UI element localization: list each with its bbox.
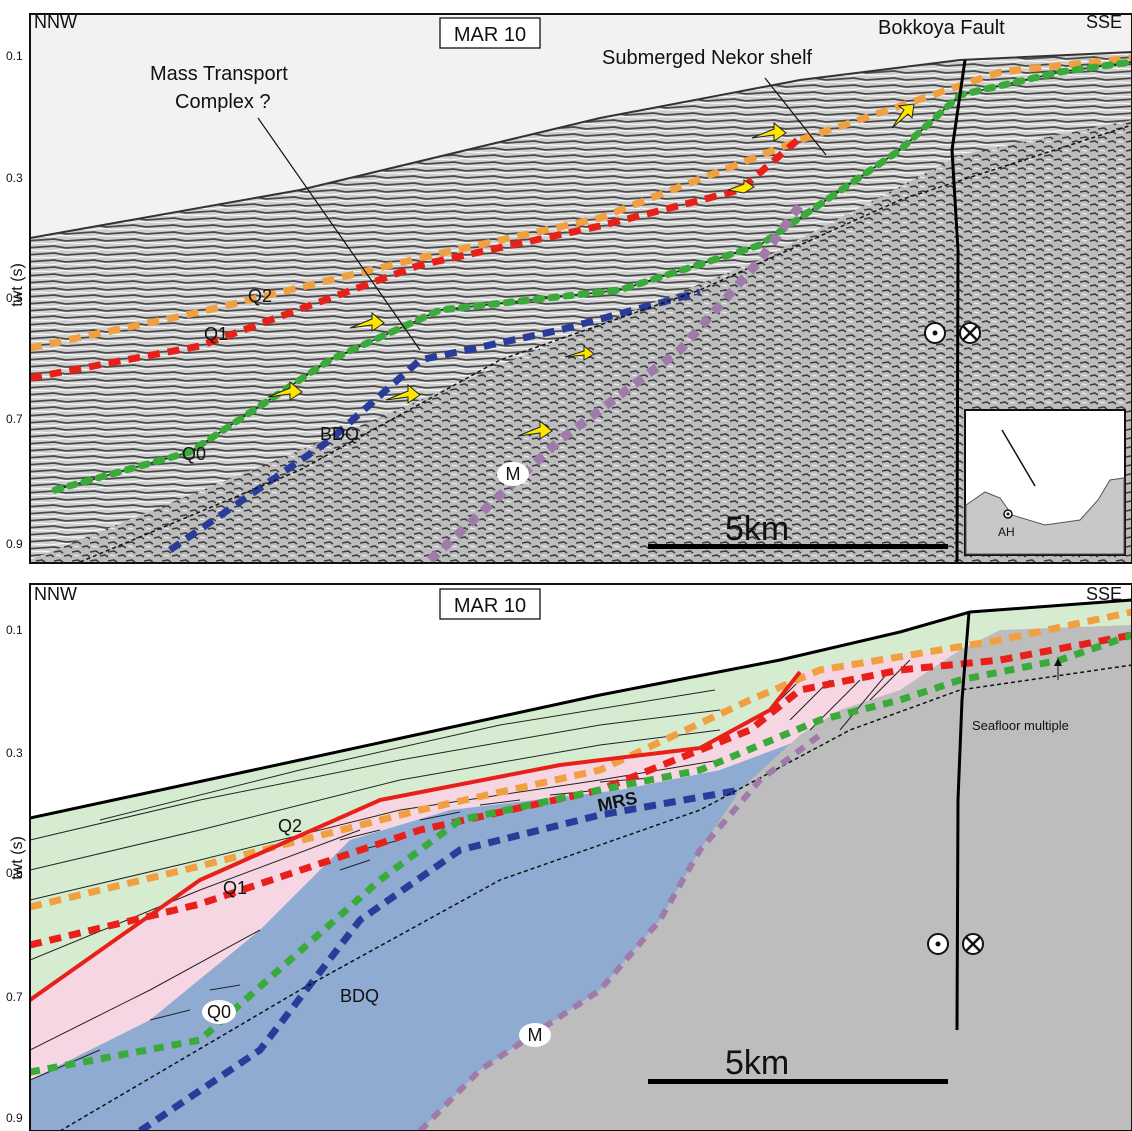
arrow-icon: [891, 103, 915, 129]
tick-label: 0.1: [6, 49, 23, 63]
horizon-label-q2: Q2: [278, 816, 302, 836]
sse-label: SSE: [1086, 584, 1122, 604]
inset-label: AH: [998, 525, 1015, 539]
scale-bar: [648, 1079, 948, 1084]
section-label-box: [439, 17, 541, 49]
seismic-panel: [30, 14, 1132, 563]
location-marker-icon: [1006, 512, 1010, 516]
arrow-icon: [267, 380, 303, 401]
horizon-m: [417, 732, 822, 1131]
scale-bar: [648, 544, 948, 549]
tick-label: 0.5: [6, 866, 23, 880]
arrow-icon: [517, 419, 553, 440]
bottom-panel-frame: [29, 583, 1132, 1131]
arrow-icon: [349, 311, 385, 332]
reflector-line: [30, 829, 361, 961]
section-label-box: [439, 588, 541, 620]
tick-label: 0.9: [6, 537, 23, 551]
horizon-q1: [30, 135, 803, 382]
sse-label: SSE: [1086, 12, 1122, 32]
axis-label: twt (s): [9, 263, 26, 307]
shelf-leader-line: [764, 77, 827, 156]
seafloor-multiple: [79, 124, 1132, 563]
interpretation-panel: [30, 584, 1132, 1131]
horizon-label-q1: Q1: [204, 324, 228, 344]
horizon-label-m: M: [506, 464, 521, 484]
arrow-icon: [564, 344, 595, 361]
section-label: MAR 10: [454, 24, 526, 46]
top-y-axis: 0.1 0.3 0.5 0.7 0.9 twt (s): [6, 49, 26, 551]
horizon-label-q0: Q0: [207, 1002, 231, 1022]
horizon-label-bubble: [519, 1023, 551, 1047]
reflector-line: [30, 729, 721, 871]
out-of-page-icon: [935, 941, 941, 947]
nnw-label: NNW: [34, 584, 77, 604]
multiple-pointer-icon: [1054, 658, 1062, 666]
mtc-label: Complex ?: [175, 91, 271, 113]
tick-label: 0.3: [6, 746, 23, 760]
arrow-icon: [385, 383, 421, 404]
section-label: MAR 10: [454, 595, 526, 617]
horizon-label-m: M: [528, 1025, 543, 1045]
multiple-label: Seafloor multiple: [972, 718, 1069, 733]
basement: [420, 625, 1132, 1131]
into-page-icon: [962, 325, 978, 341]
horizon-label-q0: Q0: [182, 444, 206, 464]
horizon-label-bdq: BDQ: [340, 986, 379, 1006]
horizon-label-bubble: [202, 1000, 236, 1024]
horizon-label-bdq: BDQ: [320, 424, 359, 444]
out-of-page-icon: [932, 330, 938, 336]
reflector-line: [30, 759, 721, 901]
top-panel-frame: [29, 13, 1132, 564]
arrow-icon: [726, 179, 755, 194]
reflector-line: [30, 929, 261, 1051]
seafloor: [30, 598, 1132, 820]
tick-label: 0.7: [6, 412, 23, 426]
mtc-label: Mass Transport: [150, 63, 288, 85]
tick-label: 0.1: [6, 623, 23, 637]
reflector-line: [99, 689, 716, 821]
horizon-q2: [30, 608, 1132, 911]
profile-location-line: [1001, 429, 1036, 487]
axis-label: twt (s): [9, 836, 26, 880]
inset-landmass: [965, 477, 1125, 555]
mtc-leader-line: [257, 117, 421, 351]
inset-map: AH: [964, 409, 1126, 556]
mrs-surface: [30, 670, 802, 1002]
tick-label: 0.7: [6, 990, 23, 1004]
shelf-label: Submerged Nekor shelf: [602, 47, 813, 69]
nnw-label: NNW: [34, 12, 77, 32]
horizon-q0: [30, 631, 1132, 1076]
into-page-icon: [965, 936, 981, 952]
horizon-q0: [51, 58, 1132, 494]
reflector-line: [30, 1049, 101, 1081]
tick-label: 0.5: [6, 291, 23, 305]
seismic-chaotic-facies: [30, 120, 1132, 563]
horizon-bdq: [138, 786, 741, 1131]
reflector-line: [30, 709, 721, 841]
horizon-q2: [30, 54, 1132, 352]
bokkoya-fault: [955, 611, 971, 1031]
horizon-bdq: [168, 288, 701, 553]
tick-label: 0.3: [6, 171, 23, 185]
scale-label: 5km: [725, 510, 789, 548]
horizon-label-bubble: [497, 462, 529, 486]
horizon-label-q2: Q2: [248, 286, 272, 306]
arrow-icon: [751, 121, 787, 142]
seafloor-reflector: [30, 51, 1132, 239]
clinoform-lines: [769, 659, 911, 731]
fault-label: Bokkoya Fault: [878, 17, 1005, 39]
scale-label: 5km: [725, 1044, 789, 1082]
bottom-y-axis: 0.1 0.3 0.5 0.7 0.9 twt (s): [6, 623, 26, 1125]
horizon-label-q1: Q1: [223, 878, 247, 898]
tick-label: 0.9: [6, 1111, 23, 1125]
horizon-q1: [30, 631, 1132, 949]
bokkoya-fault: [950, 59, 967, 563]
